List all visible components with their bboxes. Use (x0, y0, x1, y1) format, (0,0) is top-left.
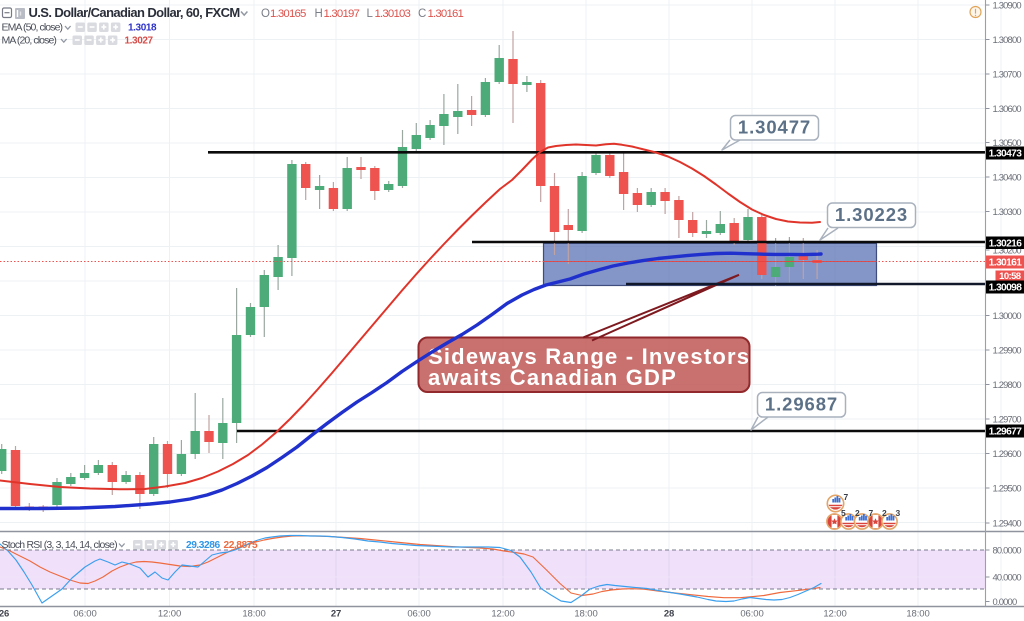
svg-text:1.30216: 1.30216 (989, 238, 1023, 249)
svg-text:1.30400: 1.30400 (993, 172, 1022, 183)
svg-text:28: 28 (664, 609, 674, 620)
svg-text:1.30165: 1.30165 (270, 8, 306, 20)
svg-text:1.30161: 1.30161 (428, 8, 464, 20)
svg-text:MA (20, close): MA (20, close) (2, 35, 57, 47)
svg-text:1.30473: 1.30473 (989, 149, 1023, 160)
svg-text:0.0000: 0.0000 (993, 596, 1017, 607)
svg-text:7: 7 (869, 508, 874, 518)
svg-text:12:00: 12:00 (491, 609, 514, 620)
svg-text:29.3286: 29.3286 (186, 540, 220, 551)
svg-text:1.3018: 1.3018 (128, 23, 157, 34)
svg-text:1.30000: 1.30000 (993, 310, 1022, 321)
svg-text:1.29677: 1.29677 (989, 427, 1023, 438)
svg-text:1.29700: 1.29700 (993, 414, 1022, 425)
svg-text:1.30200: 1.30200 (993, 245, 1022, 256)
svg-text:1.29900: 1.29900 (993, 345, 1022, 356)
svg-text:06:00: 06:00 (740, 609, 763, 620)
svg-text:06:00: 06:00 (407, 609, 430, 620)
svg-text:1.30103: 1.30103 (375, 8, 411, 20)
svg-text:3: 3 (896, 508, 901, 518)
svg-text:1.30161: 1.30161 (989, 258, 1023, 269)
svg-text:1.29400: 1.29400 (993, 518, 1022, 529)
svg-text:80.0000: 80.0000 (993, 545, 1022, 556)
svg-text:1.30800: 1.30800 (993, 34, 1022, 45)
svg-text:Stoch RSI (3, 3, 14, 14, close: Stoch RSI (3, 3, 14, 14, close) (2, 539, 118, 551)
svg-text:1.30477: 1.30477 (738, 117, 811, 138)
svg-text:10:58: 10:58 (999, 271, 1021, 282)
svg-text:1.30098: 1.30098 (989, 283, 1023, 294)
svg-text:C: C (418, 8, 426, 20)
svg-text:1.29500: 1.29500 (993, 483, 1022, 494)
svg-text:7: 7 (844, 492, 849, 502)
svg-text:1.30900: 1.30900 (993, 0, 1022, 11)
svg-text:EMA (50, close): EMA (50, close) (2, 22, 63, 34)
svg-text:27: 27 (331, 609, 341, 620)
svg-text:1.29600: 1.29600 (993, 448, 1022, 459)
svg-text:O: O (261, 8, 270, 20)
svg-text:L: L (367, 8, 374, 20)
svg-text:1.30700: 1.30700 (993, 69, 1022, 80)
svg-text:1.30600: 1.30600 (993, 103, 1022, 114)
svg-text:1.30500: 1.30500 (993, 137, 1022, 148)
svg-text:5: 5 (841, 508, 846, 518)
svg-text:40.0000: 40.0000 (993, 572, 1022, 583)
svg-text:Sideways Range - Investors: Sideways Range - Investors (428, 344, 750, 369)
svg-text:26: 26 (0, 609, 9, 620)
svg-text:1.30197: 1.30197 (324, 8, 360, 20)
svg-text:06:00: 06:00 (73, 609, 96, 620)
svg-text:U.S. Dollar/Canadian Dollar, 6: U.S. Dollar/Canadian Dollar, 60, FXCM (29, 5, 240, 20)
svg-text:18:00: 18:00 (242, 609, 265, 620)
svg-text:1.29687: 1.29687 (765, 394, 838, 415)
svg-text:22.8875: 22.8875 (224, 540, 258, 551)
svg-text:awaits Canadian GDP: awaits Canadian GDP (428, 365, 677, 390)
svg-text:1.3027: 1.3027 (125, 36, 154, 47)
svg-text:2: 2 (882, 508, 887, 518)
svg-text:18:00: 18:00 (906, 609, 929, 620)
svg-text:1.30300: 1.30300 (993, 206, 1022, 217)
svg-text:H: H (315, 8, 323, 20)
svg-text:12:00: 12:00 (158, 609, 181, 620)
svg-text:1.29800: 1.29800 (993, 379, 1022, 390)
svg-text:18:00: 18:00 (574, 609, 597, 620)
svg-text:1.30223: 1.30223 (835, 204, 908, 225)
svg-text:2: 2 (855, 508, 860, 518)
svg-text:12:00: 12:00 (823, 609, 846, 620)
